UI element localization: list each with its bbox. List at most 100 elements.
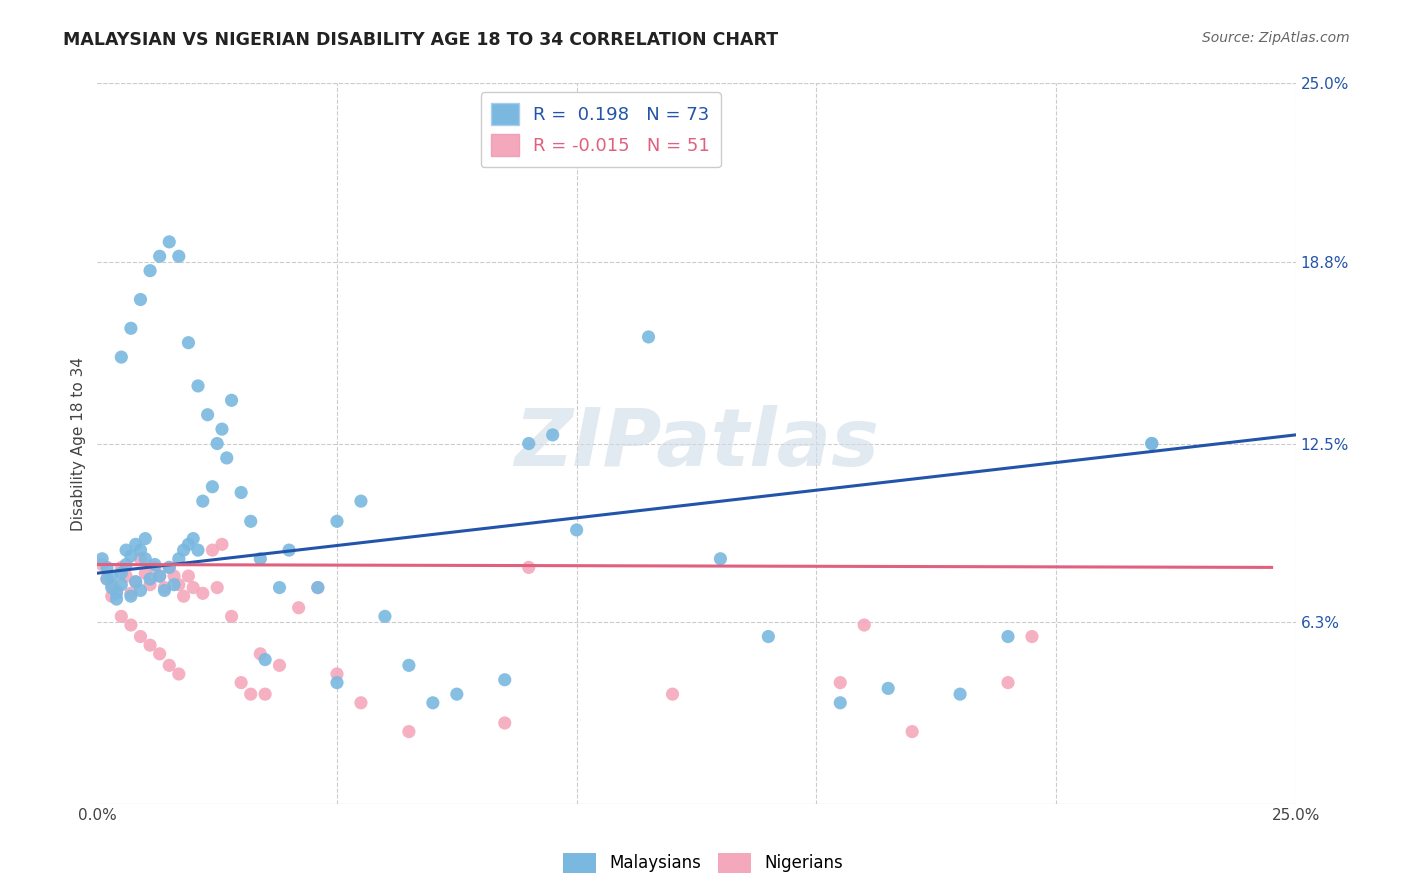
Point — [173, 589, 195, 603]
Point — [149, 569, 172, 583]
Point — [157, 235, 180, 249]
Point — [398, 724, 420, 739]
Point — [398, 658, 420, 673]
Point — [517, 436, 540, 450]
Point — [307, 581, 329, 595]
Point — [91, 551, 114, 566]
Point — [187, 379, 209, 393]
Point — [830, 675, 852, 690]
Point — [129, 630, 152, 644]
Point — [153, 581, 176, 595]
Point — [149, 647, 172, 661]
Point — [307, 581, 329, 595]
Point — [221, 609, 243, 624]
Point — [215, 450, 238, 465]
Point — [326, 514, 349, 528]
Point — [494, 673, 516, 687]
Point — [177, 537, 200, 551]
Point — [157, 658, 180, 673]
Point — [120, 589, 142, 603]
Point — [350, 696, 373, 710]
Point — [139, 577, 162, 591]
Point — [181, 532, 204, 546]
Point — [177, 335, 200, 350]
Point — [134, 551, 156, 566]
Point — [231, 485, 253, 500]
Point — [877, 681, 900, 696]
Point — [120, 549, 142, 563]
Point — [254, 687, 277, 701]
Point — [100, 569, 122, 583]
Point — [422, 696, 444, 710]
Legend: Malaysians, Nigerians: Malaysians, Nigerians — [555, 847, 851, 880]
Point — [153, 583, 176, 598]
Point — [374, 609, 396, 624]
Point — [110, 609, 132, 624]
Point — [517, 560, 540, 574]
Point — [115, 569, 138, 583]
Point — [756, 630, 779, 644]
Text: MALAYSIAN VS NIGERIAN DISABILITY AGE 18 TO 34 CORRELATION CHART: MALAYSIAN VS NIGERIAN DISABILITY AGE 18 … — [63, 31, 779, 49]
Point — [129, 583, 152, 598]
Point — [326, 667, 349, 681]
Point — [181, 581, 204, 595]
Point — [231, 675, 253, 690]
Point — [120, 618, 142, 632]
Point — [96, 560, 118, 574]
Point — [269, 658, 291, 673]
Point — [129, 543, 152, 558]
Point — [120, 321, 142, 335]
Point — [143, 560, 166, 574]
Legend: R =  0.198   N = 73, R = -0.015   N = 51: R = 0.198 N = 73, R = -0.015 N = 51 — [481, 93, 721, 167]
Point — [167, 577, 190, 591]
Point — [1021, 630, 1043, 644]
Point — [167, 667, 190, 681]
Point — [187, 543, 209, 558]
Point — [853, 618, 876, 632]
Point — [143, 558, 166, 572]
Point — [115, 558, 138, 572]
Point — [100, 577, 122, 591]
Point — [105, 583, 128, 598]
Point — [326, 675, 349, 690]
Point — [105, 586, 128, 600]
Point — [149, 569, 172, 583]
Point — [249, 647, 271, 661]
Point — [494, 715, 516, 730]
Point — [125, 574, 148, 589]
Point — [221, 393, 243, 408]
Point — [350, 494, 373, 508]
Point — [211, 422, 233, 436]
Point — [191, 586, 214, 600]
Point — [239, 687, 262, 701]
Point — [139, 263, 162, 277]
Point — [134, 566, 156, 581]
Point — [157, 560, 180, 574]
Point — [211, 537, 233, 551]
Point — [637, 330, 659, 344]
Point — [201, 480, 224, 494]
Point — [157, 560, 180, 574]
Point — [997, 675, 1019, 690]
Point — [709, 551, 731, 566]
Point — [1140, 436, 1163, 450]
Point — [177, 569, 200, 583]
Point — [115, 543, 138, 558]
Point — [110, 560, 132, 574]
Point — [661, 687, 683, 701]
Point — [249, 551, 271, 566]
Point — [205, 436, 228, 450]
Point — [125, 574, 148, 589]
Point — [125, 537, 148, 551]
Point — [239, 514, 262, 528]
Point — [269, 581, 291, 595]
Point — [565, 523, 588, 537]
Point — [110, 577, 132, 591]
Point — [139, 638, 162, 652]
Point — [149, 249, 172, 263]
Point — [901, 724, 924, 739]
Point — [191, 494, 214, 508]
Point — [129, 293, 152, 307]
Text: Source: ZipAtlas.com: Source: ZipAtlas.com — [1202, 31, 1350, 45]
Point — [173, 543, 195, 558]
